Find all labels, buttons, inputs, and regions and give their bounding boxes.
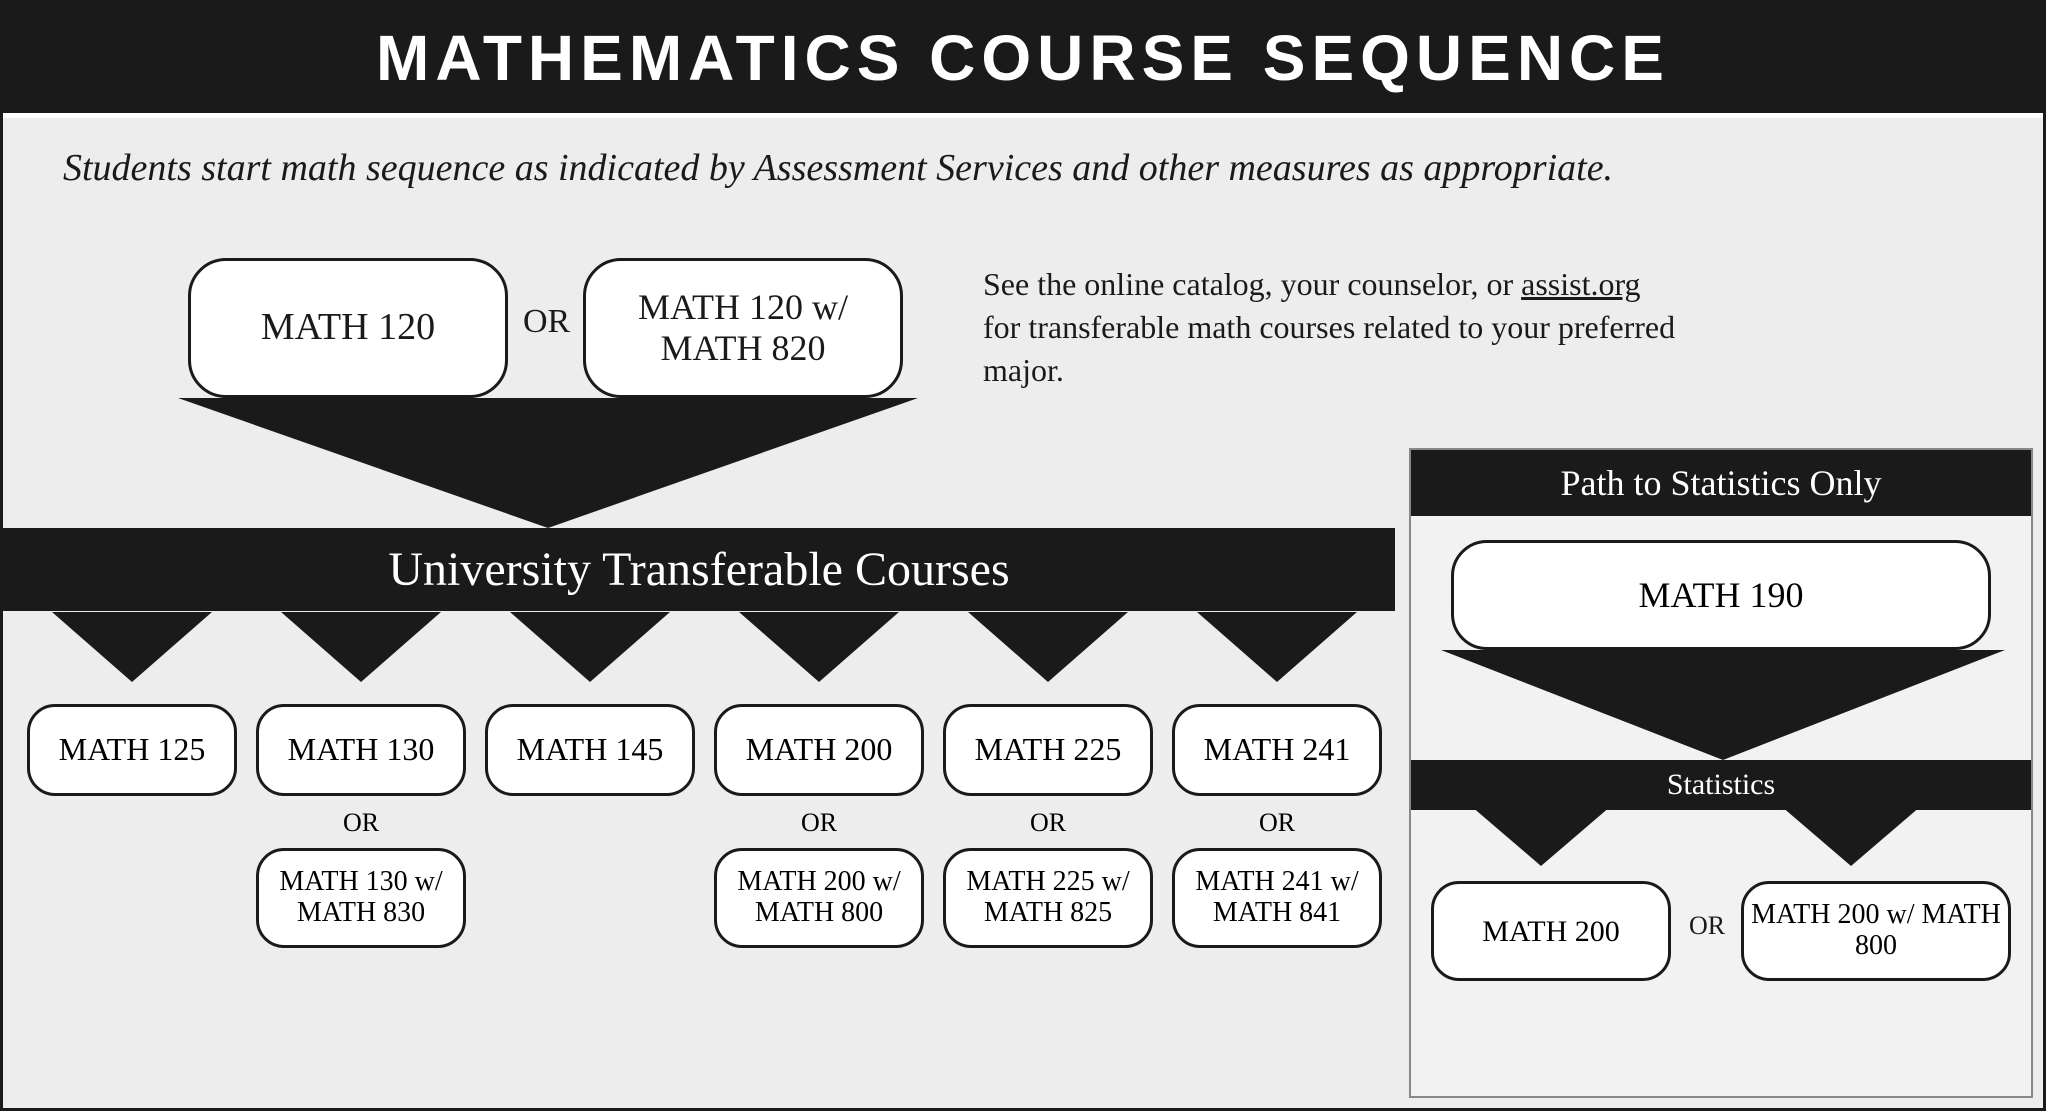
start-option-1: MATH 120 [188,258,508,398]
subtitle: Students start math sequence as indicate… [3,118,2043,200]
course-alt-pill: MATH 130 w/ MATH 830 [256,848,466,948]
chevron-down-icon [1197,612,1357,682]
start-option-2: MATH 120 w/ MATH 820 [583,258,903,398]
or-label: OR [714,796,924,848]
stats-panel: Path to Statistics Only MATH 190 Statist… [1409,448,2033,1098]
stats-sub-bar: Statistics [1411,760,2031,810]
or-label-stats: OR [1689,911,1725,941]
main-title: MATHEMATICS COURSE SEQUENCE [3,3,2043,113]
chevron-down-icon [739,612,899,682]
or-label: OR [943,796,1153,848]
or-label-start: OR [523,303,570,341]
course-column: MATH 225ORMATH 225 w/ MATH 825 [943,704,1153,948]
stats-bottom-row: MATH 200 OR MATH 200 w/ MATH 800 [1411,806,2031,1096]
helper-text: See the online catalog, your counselor, … [983,263,1683,393]
stats-title: Path to Statistics Only [1411,450,2031,516]
course-alt-pill: MATH 225 w/ MATH 825 [943,848,1153,948]
stats-funnel-arrow-icon [1441,650,2005,760]
stats-option-2: MATH 200 w/ MATH 800 [1741,881,2011,981]
chevron-down-icon [1781,806,1921,866]
stats-option-1: MATH 200 [1431,881,1671,981]
course-pill: MATH 145 [485,704,695,796]
course-column: MATH 200ORMATH 200 w/ MATH 800 [714,704,924,948]
course-pill: MATH 225 [943,704,1153,796]
course-column: MATH 130ORMATH 130 w/ MATH 830 [256,704,466,948]
course-pill: MATH 130 [256,704,466,796]
or-label: OR [256,796,466,848]
chevron-down-icon [52,612,212,682]
chevron-down-icon [281,612,441,682]
course-pill: MATH 125 [27,704,237,796]
course-column: MATH 145 [485,704,695,796]
course-column: MATH 241ORMATH 241 w/ MATH 841 [1172,704,1382,948]
chevron-down-icon [510,612,670,682]
chevron-down-icon [968,612,1128,682]
or-label: OR [1172,796,1382,848]
helper-pre: See the online catalog, your counselor, … [983,266,1521,302]
course-pill: MATH 241 [1172,704,1382,796]
helper-post: for transferable math courses related to… [983,309,1675,388]
stats-entry-course: MATH 190 [1451,540,1991,650]
chevron-down-icon [1471,806,1611,866]
course-column: MATH 125 [27,704,237,796]
helper-link: assist.org [1521,266,1640,302]
diagram-container: MATHEMATICS COURSE SEQUENCE Students sta… [0,0,2046,1111]
main-area: Students start math sequence as indicate… [3,118,2043,1108]
course-pill: MATH 200 [714,704,924,796]
start-options-row: MATH 120 OR MATH 120 w/ MATH 820 See the… [3,258,2043,438]
course-alt-pill: MATH 200 w/ MATH 800 [714,848,924,948]
university-transferable-bar: University Transferable Courses [3,528,1395,611]
course-alt-pill: MATH 241 w/ MATH 841 [1172,848,1382,948]
